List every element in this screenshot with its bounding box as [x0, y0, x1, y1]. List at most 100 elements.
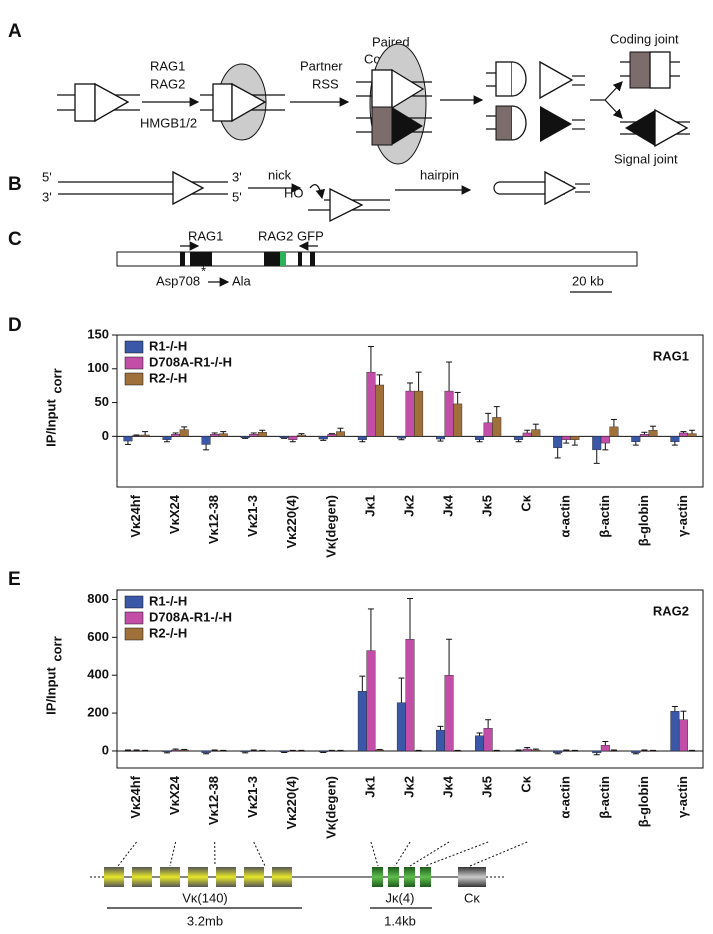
bar: [475, 436, 485, 440]
legend-label: R1-/-H: [149, 593, 187, 608]
error-bar: [689, 749, 696, 751]
error-bar: [220, 749, 227, 751]
error-bar: [641, 431, 648, 435]
y-axis-label: IP/Input: [43, 667, 58, 715]
bar: [218, 750, 228, 752]
legend-swatch: [124, 340, 144, 354]
error-bar: [203, 752, 210, 755]
x-tick-label: Jκ2: [401, 776, 416, 798]
error-bar: [680, 431, 687, 433]
bar: [600, 436, 610, 444]
error-bar: [320, 751, 327, 753]
bar: [531, 749, 541, 752]
error-bar: [610, 418, 617, 427]
x-tick-label: β-globin: [636, 495, 651, 546]
error-bar: [203, 444, 210, 451]
x-tick-label: Jκ5: [480, 776, 495, 798]
error-bar: [142, 749, 149, 751]
bar: [405, 639, 415, 752]
legend-swatch: [124, 356, 144, 370]
error-bar: [563, 439, 570, 444]
error-bar: [124, 441, 131, 445]
error-bar: [632, 752, 639, 755]
locus-connector: [394, 841, 411, 867]
error-bar: [632, 441, 639, 446]
bar: [475, 735, 485, 752]
size-label: 1.4kb: [384, 913, 416, 928]
bar: [678, 432, 688, 437]
error-bar: [515, 749, 522, 751]
x-tick-label: Vκ24hf: [128, 775, 143, 818]
x-tick-label: VκX24: [167, 494, 182, 534]
mutation-star: *: [201, 263, 206, 278]
bar: [592, 436, 602, 451]
bar: [123, 436, 133, 442]
bar: [318, 750, 328, 753]
error-bar: [376, 748, 383, 751]
bar: [444, 390, 454, 437]
bar: [414, 750, 424, 752]
error-bar: [337, 427, 344, 432]
error-bar: [289, 439, 296, 443]
x-tick-label: β-actin: [597, 495, 612, 538]
end-label: 3': [42, 189, 52, 204]
bar: [609, 750, 619, 752]
error-bar: [554, 752, 561, 755]
gene-label: RAG2 GFP: [258, 228, 324, 243]
legend-swatch: [124, 627, 144, 641]
x-tick-label: γ-actin: [675, 495, 690, 537]
error-bar: [610, 749, 617, 751]
x-tick-label: Jκ5: [480, 495, 495, 517]
bar: [444, 675, 454, 752]
bar: [670, 436, 680, 442]
error-bar: [454, 391, 461, 404]
coding-joint: Coding joint: [610, 31, 679, 46]
error-bar: [532, 748, 539, 751]
error-bar: [289, 749, 296, 751]
bar: [435, 436, 445, 440]
cofactor: HMGB1/2: [140, 115, 197, 130]
error-bar: [437, 725, 444, 731]
error-bar: [367, 345, 374, 373]
error-bar: [649, 425, 656, 431]
error-bar: [532, 423, 539, 430]
v-segment: [272, 867, 292, 887]
factor: RAG1: [150, 58, 185, 73]
v-segment: [188, 867, 208, 887]
chart-title: RAG2: [653, 603, 689, 618]
error-bar: [250, 432, 257, 435]
bar: [687, 750, 697, 752]
x-tick-label: Cκ: [519, 494, 534, 511]
x-tick-label: β-actin: [597, 776, 612, 819]
error-bar: [593, 449, 600, 464]
bar: [514, 750, 524, 752]
error-bar: [671, 441, 678, 446]
bar: [327, 750, 337, 752]
nick: nick: [268, 167, 292, 182]
bar: [162, 436, 172, 440]
bar: [631, 436, 641, 442]
y-axis-label: IP/Input: [43, 399, 58, 447]
error-bar: [337, 749, 344, 751]
x-tick-label: Jκ4: [441, 494, 456, 516]
x-tick-label: Vκ21-3: [245, 776, 260, 818]
bar: [561, 750, 571, 752]
error-bar: [142, 431, 149, 435]
bar: [522, 432, 532, 437]
error-bar: [437, 439, 444, 442]
x-tick-label: β-globin: [636, 776, 651, 827]
bar: [414, 390, 424, 437]
x-tick-label: Vκ(degen): [323, 495, 338, 558]
x-tick-label: α-actin: [558, 495, 573, 538]
legend-swatch: [124, 372, 144, 386]
error-bar: [415, 749, 422, 751]
legend-swatch: [124, 611, 144, 625]
locus-connector: [424, 841, 489, 867]
bar: [561, 436, 571, 440]
error-bar: [524, 747, 531, 750]
error-bar: [680, 710, 687, 720]
v-segment: [104, 867, 124, 887]
error-bar: [398, 438, 405, 441]
j-segment: [420, 867, 431, 887]
error-bar: [242, 751, 249, 754]
